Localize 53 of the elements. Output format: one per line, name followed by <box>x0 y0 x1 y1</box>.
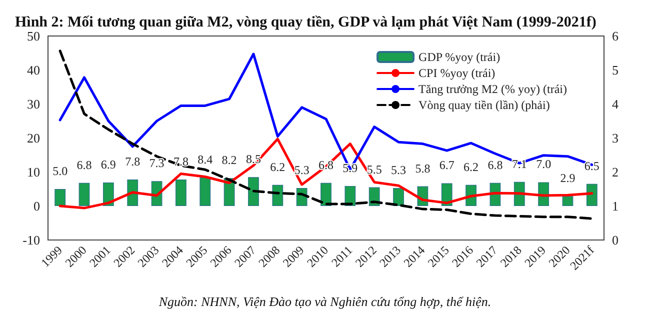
data-label: 6.8 <box>488 158 503 172</box>
bar <box>562 196 574 206</box>
bar <box>514 182 525 206</box>
data-label: 7.3 <box>149 156 164 170</box>
data-label: 5.3 <box>391 162 406 177</box>
data-label: 6.9 <box>100 158 116 172</box>
data-label: 8.4 <box>198 152 213 166</box>
y-tick-label: 40 <box>27 62 40 78</box>
bar <box>176 179 186 206</box>
text: Nguồn: NHNN, Viện Đào tạo và Nghiên cứu tổng hợp, thể hiện. <box>158 294 492 309</box>
bar <box>538 182 550 206</box>
y2-tick-label: 0 <box>612 232 618 248</box>
y-tick-label: 10 <box>27 164 40 180</box>
y2-tick-label: 1 <box>612 198 618 214</box>
y-tick-label: -10 <box>22 232 40 248</box>
bar <box>200 177 211 206</box>
bar <box>272 184 284 206</box>
y-tick-label: 0 <box>34 198 40 214</box>
bar <box>586 184 598 206</box>
bar <box>78 182 90 206</box>
legend-label: GDP %yoy (trái) <box>418 50 500 64</box>
y2-tick-label: 5 <box>612 62 618 78</box>
y-tick-label: 50 <box>27 28 40 44</box>
bar <box>393 188 404 206</box>
x-tick-label: 2011 <box>328 243 356 270</box>
data-label: 6.2 <box>270 160 286 174</box>
legend-label: CPI %yoy (trái) <box>418 66 496 80</box>
data-label: 2.9 <box>560 171 576 186</box>
bar <box>320 182 332 206</box>
y2-tick-label: 2 <box>612 164 618 180</box>
data-label: 7.8 <box>173 154 188 168</box>
y2-tick-label: 3 <box>612 130 618 146</box>
legend-label: Vòng quay tiền (lần) (phải) <box>418 98 550 112</box>
bar <box>248 177 259 206</box>
bar <box>54 189 66 206</box>
bar <box>344 186 356 206</box>
y-tick-label: 30 <box>27 96 40 112</box>
y2-tick-label: 6 <box>612 28 619 44</box>
y2-tick-label: 4 <box>612 96 619 112</box>
data-label: 6.8 <box>76 158 92 172</box>
data-label: 5.5 <box>366 162 382 176</box>
data-label: 7.0 <box>536 157 552 172</box>
data-label: 5.0 <box>52 164 68 178</box>
data-label: 8.2 <box>222 153 237 168</box>
chart-title: Hình 2: Mối tương quan giữa M2, vòng quay tiền, GDP và lạm phát Việt Nam (1999-2021f) <box>15 14 596 30</box>
y-tick-label: 20 <box>27 130 40 146</box>
data-label: 5.8 <box>415 161 430 176</box>
data-label: 6.2 <box>464 160 479 174</box>
data-label: 6.7 <box>439 158 454 172</box>
data-label: 6.5 <box>584 158 600 173</box>
legend-label: Tăng trưởng M2 (% yoy) (trái) <box>418 82 568 96</box>
data-label: 5.3 <box>294 162 310 177</box>
data-label: 7.8 <box>125 154 140 168</box>
